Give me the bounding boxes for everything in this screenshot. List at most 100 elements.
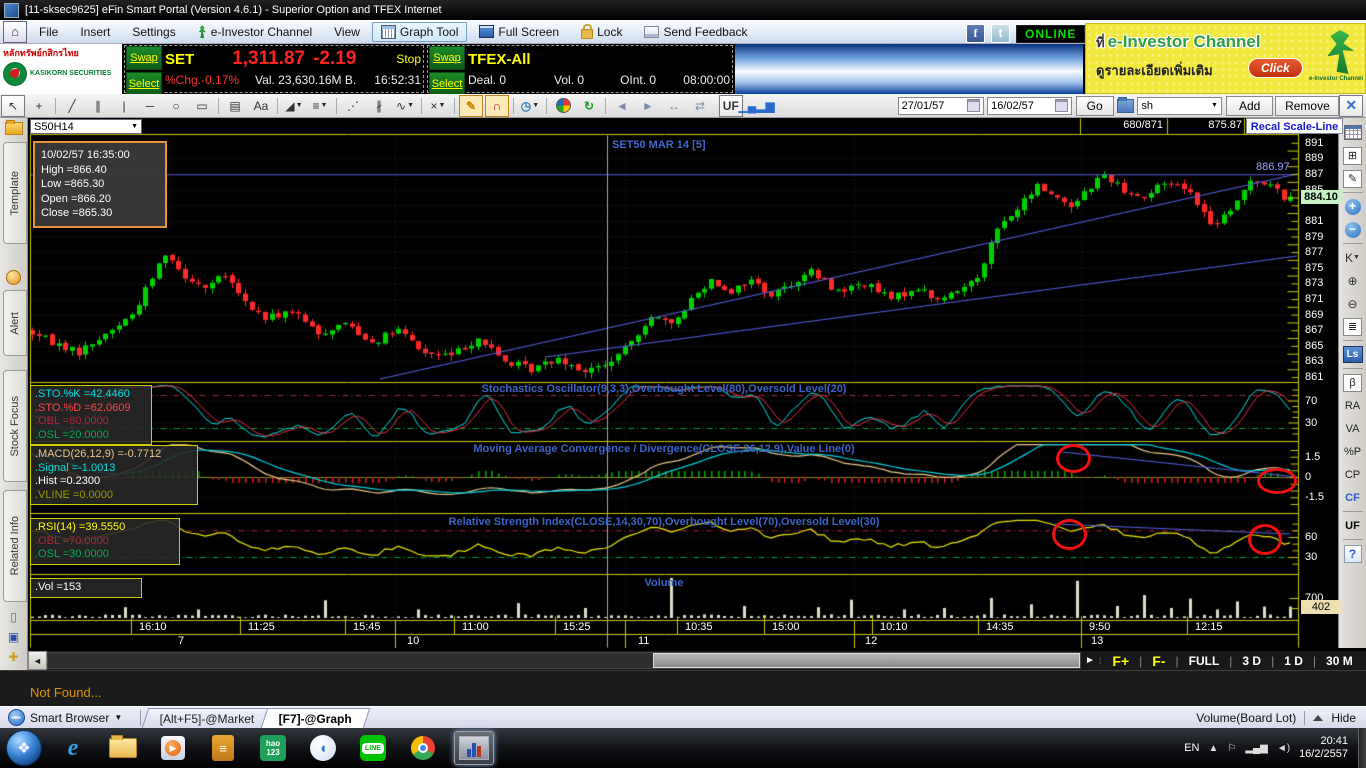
scrollbar-track[interactable] xyxy=(47,652,1081,669)
remove-button[interactable]: Remove xyxy=(1275,95,1340,116)
timeframe-button-30m[interactable]: 30 M xyxy=(1326,653,1353,668)
close-graph-icon[interactable]: ✕ xyxy=(1339,94,1364,117)
symbol-select-dropdown[interactable]: S50H14 ▼ xyxy=(30,119,142,134)
nav-expand-icon[interactable]: ↔ xyxy=(668,98,680,113)
refresh-icon[interactable]: ↻ xyxy=(583,98,595,113)
taskbar-clock[interactable]: 20:41 16/2/2557 xyxy=(1299,735,1354,761)
rectangle-icon[interactable]: ▭ xyxy=(196,98,208,113)
date-to-field[interactable]: 16/02/57 xyxy=(987,96,1072,115)
sidebar-tab-stock-focus[interactable]: Stock Focus xyxy=(3,370,27,482)
select-cursor-icon[interactable]: ↖ xyxy=(1,94,25,117)
scrollbar-thumb[interactable] xyxy=(653,653,1080,668)
horizontal-line-icon[interactable]: ─ xyxy=(145,98,155,113)
ellipse-icon[interactable]: ○ xyxy=(172,98,180,113)
menu-item-e-investor-channel[interactable]: e-Investor Channel xyxy=(188,23,322,41)
palette-icon[interactable] xyxy=(551,95,575,117)
chevron-up-icon[interactable] xyxy=(1313,714,1324,721)
quote-list-icon[interactable]: ≣ xyxy=(1342,316,1364,337)
menu-item-settings[interactable]: Settings xyxy=(122,23,185,41)
parallel-lines-icon[interactable]: ∥ xyxy=(95,98,101,113)
uf-icon[interactable]: UF xyxy=(1345,519,1360,532)
ie-taskbar-icon[interactable]: e xyxy=(67,734,79,761)
zoom-in-circle-icon[interactable]: + xyxy=(1342,196,1364,217)
timeframe-button-3d[interactable]: 3 D xyxy=(1242,653,1262,668)
tfex-swap-button[interactable]: Swap xyxy=(429,46,465,70)
sidebar-tab-template[interactable]: Template xyxy=(3,142,27,244)
help-icon[interactable]: ? xyxy=(1342,543,1364,564)
speed-fan-icon[interactable]: ◢ ▼ xyxy=(285,98,303,113)
crosshair-icon[interactable]: + xyxy=(35,98,43,113)
gann-lines-icon[interactable]: ∦ xyxy=(376,98,382,113)
set-swap-button[interactable]: Swap xyxy=(126,46,162,70)
magnet-icon[interactable]: ∩ xyxy=(485,94,509,117)
ra-icon[interactable]: RA xyxy=(1344,399,1361,412)
new-document-icon[interactable]: ▯ xyxy=(10,610,17,624)
sidebar-tab-alert[interactable]: Alert xyxy=(3,290,27,356)
symbol-folder-icon[interactable] xyxy=(1116,96,1135,113)
hidden-icons-chevron[interactable]: ▲ xyxy=(1208,742,1219,754)
chart-area[interactable] xyxy=(28,118,1300,648)
scroll-right-button[interactable]: ► xyxy=(1085,655,1095,666)
menu-item-send-feedback[interactable]: Send Feedback xyxy=(634,23,757,41)
nav-right-icon[interactable]: ► xyxy=(642,98,654,113)
line-style-icon[interactable]: ≡ ▼ xyxy=(312,98,328,113)
add-panel-icon[interactable]: ✚ xyxy=(8,650,19,664)
chrome-taskbar-icon[interactable] xyxy=(404,732,442,764)
line-taskbar-icon[interactable]: LINE xyxy=(354,732,392,764)
time-clock-icon[interactable]: ◷ ▼ xyxy=(520,98,540,113)
pencil-icon[interactable]: ✎ xyxy=(459,94,483,117)
hao123-taskbar-icon[interactable]: hao 123 xyxy=(254,732,292,764)
menu-item-view[interactable]: View xyxy=(324,23,370,41)
language-indicator[interactable]: EN xyxy=(1184,742,1200,754)
active-app-taskbar-item[interactable] xyxy=(454,731,494,765)
beta-icon[interactable]: β xyxy=(1342,372,1364,393)
magnify-minus-icon[interactable]: ⊖ xyxy=(1347,296,1358,311)
timeframe-button-f-minus[interactable]: F- xyxy=(1152,652,1166,669)
calendar-icon[interactable] xyxy=(1054,99,1068,112)
magnify-plus-icon[interactable]: ⊕ xyxy=(1347,273,1358,288)
scroll-left-button[interactable]: ◄ xyxy=(28,651,47,670)
banner-click-button[interactable]: Click xyxy=(1248,58,1303,78)
recal-scale-line-button[interactable]: Recal Scale-Line xyxy=(1246,118,1343,134)
zoom-out-circle-icon[interactable]: − xyxy=(1342,219,1364,240)
hide-button[interactable]: Hide xyxy=(1331,710,1356,725)
last-sale-icon[interactable]: Ls xyxy=(1342,344,1364,365)
timeframe-button-1d[interactable]: 1 D xyxy=(1284,653,1303,668)
timeframe-button-full[interactable]: FULL xyxy=(1188,653,1220,668)
template-add-icon[interactable]: ⊞ xyxy=(1342,145,1364,166)
app-tab-market[interactable]: [Alt+F5]-@Market xyxy=(142,707,274,728)
vertical-line-icon[interactable]: | xyxy=(122,98,126,113)
fan-lines-icon[interactable]: ⋰ xyxy=(347,98,359,113)
mini-chart-icon[interactable]: ▁▄▂▆ xyxy=(738,98,775,113)
candle-style-icon[interactable]: K ▼ xyxy=(1345,250,1360,265)
tfex-select-button[interactable]: Select xyxy=(429,72,465,96)
set-select-button[interactable]: Select xyxy=(126,72,162,96)
cf-icon[interactable]: CF xyxy=(1345,491,1360,504)
date-from-field[interactable]: 27/01/57 xyxy=(897,96,985,115)
menu-item-insert[interactable]: Insert xyxy=(70,23,120,41)
calendar-icon[interactable] xyxy=(967,99,981,112)
go-button[interactable]: Go xyxy=(1075,95,1114,116)
network-icon[interactable]: ▂▄▆ xyxy=(1245,742,1268,754)
explorer-taskbar-icon[interactable] xyxy=(104,732,142,764)
cp-icon[interactable]: CP xyxy=(1344,468,1361,481)
symbol-search-input[interactable]: sh ▼ xyxy=(1137,96,1222,115)
data-table-icon[interactable] xyxy=(1342,122,1364,143)
note-icon[interactable]: ▤ xyxy=(229,98,241,113)
trend-line-icon[interactable]: ╱ xyxy=(68,98,76,113)
va-icon[interactable]: VA xyxy=(1345,422,1360,435)
save-icon[interactable]: ▣ xyxy=(7,630,20,644)
media-player-taskbar-icon[interactable]: ▶ xyxy=(154,732,192,764)
menu-item-full-screen[interactable]: Full Screen xyxy=(469,23,569,41)
home-icon[interactable]: ⌂ xyxy=(3,20,27,43)
menu-item-file[interactable]: File xyxy=(29,23,68,41)
elliott-wave-icon[interactable]: ∿ ▼ xyxy=(396,98,414,113)
hand-edit-icon[interactable]: ✎ xyxy=(1342,168,1364,189)
sidebar-tab-related-info[interactable]: Related Info xyxy=(3,490,27,602)
menu-item-graph-tool[interactable]: Graph Tool xyxy=(371,21,468,42)
start-button[interactable]: ❖ xyxy=(6,730,42,766)
timeframe-button-f-plus[interactable]: F+ xyxy=(1112,652,1130,669)
document-app-taskbar-icon[interactable]: ≡ xyxy=(204,732,242,764)
nav-left-icon[interactable]: ◄ xyxy=(616,98,628,113)
browser-swirl-taskbar-icon[interactable]: ◖ xyxy=(304,732,342,764)
